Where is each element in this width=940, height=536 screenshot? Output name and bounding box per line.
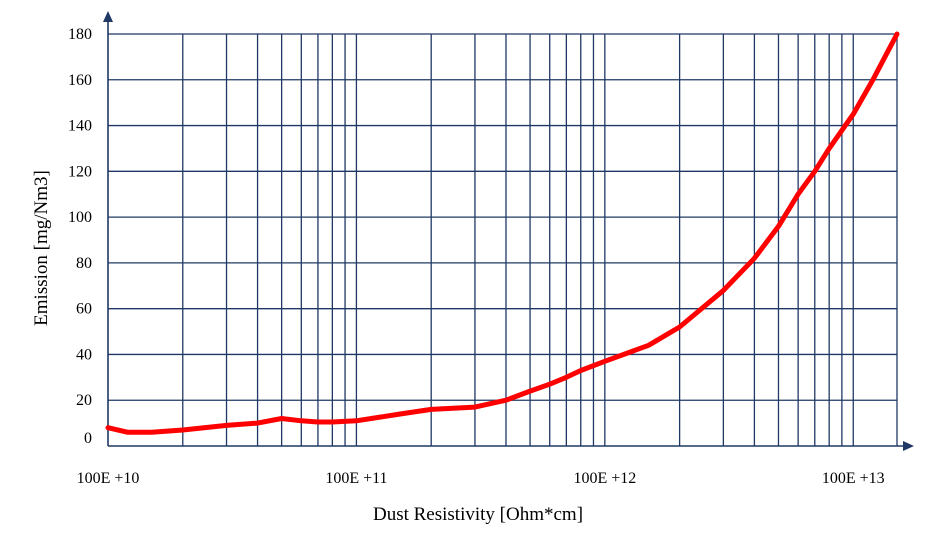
y-tick-label: 80 bbox=[76, 255, 92, 272]
x-tick-label: 100E +11 bbox=[325, 470, 387, 487]
y-axis-arrow bbox=[103, 11, 113, 22]
grid-lines bbox=[108, 33, 898, 446]
y-tick-label: 60 bbox=[76, 301, 92, 318]
y-tick-label: 160 bbox=[68, 72, 92, 89]
x-tick-label: 100E +13 bbox=[822, 470, 885, 487]
y-tick-label: 120 bbox=[68, 163, 92, 180]
y-tick-label: 100 bbox=[68, 209, 92, 226]
y-tick-label: 140 bbox=[68, 118, 92, 135]
y-tick-label: 40 bbox=[76, 346, 92, 363]
y-axis-title: Emission [mg/Nm3] bbox=[31, 170, 52, 326]
x-tick-label: 100E +10 bbox=[77, 470, 140, 487]
y-tick-label: 0 bbox=[84, 430, 92, 447]
y-tick-labels: 0 20 40 60 80 100 120 140 160 180 bbox=[68, 26, 92, 447]
series-line bbox=[105, 31, 900, 435]
y-tick-label: 180 bbox=[68, 26, 92, 43]
x-axis-title: Dust Resistivity [Ohm*cm] bbox=[373, 504, 583, 525]
y-tick-label: 20 bbox=[76, 392, 92, 409]
x-tick-label: 100E +12 bbox=[573, 470, 636, 487]
x-axis-arrow bbox=[903, 441, 914, 451]
axes bbox=[103, 11, 914, 451]
x-tick-labels: 100E +10 100E +11 100E +12 100E +13 bbox=[77, 470, 885, 487]
